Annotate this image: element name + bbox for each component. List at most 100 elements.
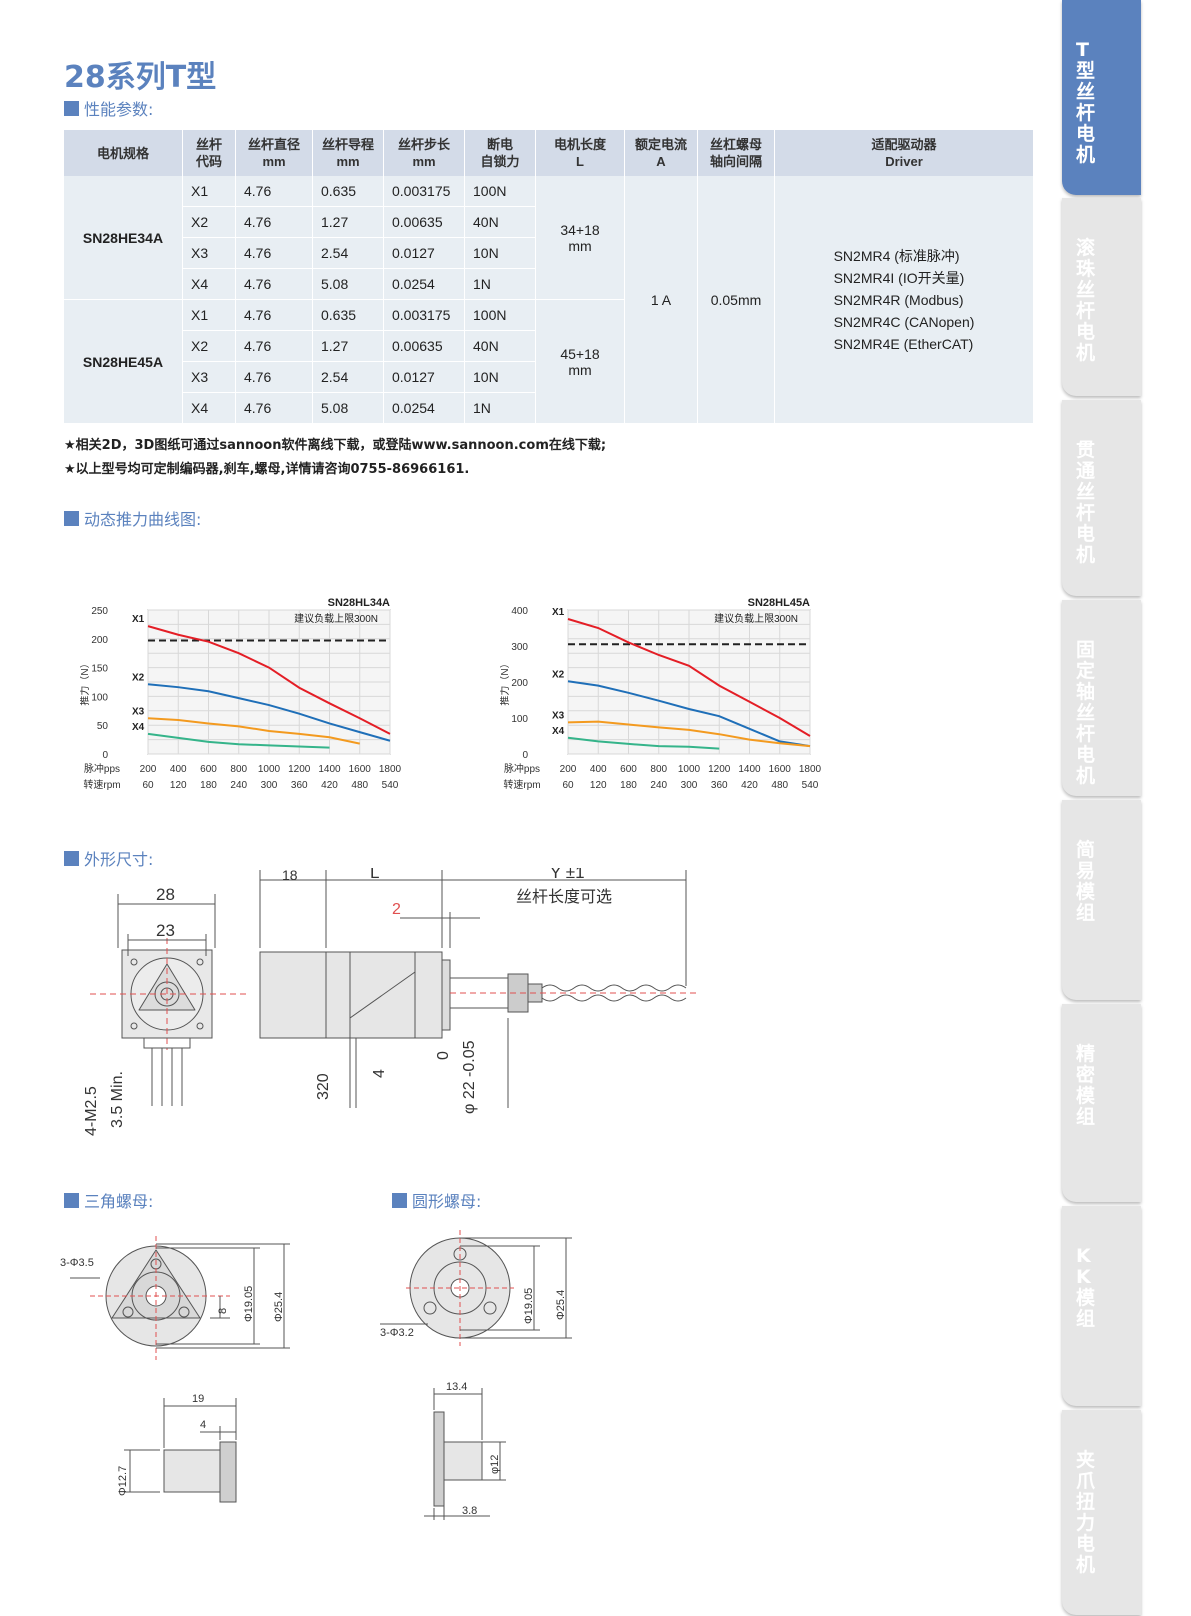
driver-item: SN2MR4R (Modbus) bbox=[833, 291, 964, 308]
sidebar-tab-1[interactable]: T型丝杆电机 bbox=[1062, 0, 1141, 195]
series-line-x4 bbox=[567, 736, 720, 750]
gap-cell: 0.05mm bbox=[697, 176, 775, 424]
sidebar-tab-5[interactable]: 简易模组 bbox=[1062, 800, 1141, 1000]
table-cell: 0.0127 bbox=[383, 361, 465, 393]
series-line-x3 bbox=[147, 717, 360, 745]
table-cell: 4.76 bbox=[235, 361, 313, 393]
y-tick-label: 100 bbox=[91, 692, 108, 703]
sidebar-tab-6[interactable]: 精密模组 bbox=[1062, 1004, 1141, 1202]
series-line-x2 bbox=[567, 680, 811, 748]
series-line-x2 bbox=[147, 683, 391, 742]
sidebar-tab-8[interactable]: 夹爪扭力电机 bbox=[1062, 1410, 1141, 1615]
spec-table: 电机规格 丝杆 代码 丝杆直径 mm 丝杆导程 mm 丝杆步长 mm 断电 自锁… bbox=[64, 130, 1034, 424]
series-line-x1 bbox=[567, 618, 811, 737]
sidebar-tab-2[interactable]: 滚珠丝杆电机 bbox=[1062, 198, 1141, 396]
y-axis-label: 推力（N） bbox=[80, 658, 91, 705]
section-marker bbox=[64, 850, 79, 866]
table-row: X4 4.76 5.08 0.0254 1N bbox=[64, 268, 1034, 300]
x-row-label-rpm: 转速rpm bbox=[83, 778, 120, 791]
table-row: SN28HE34A X1 4.76 0.635 0.003175 100N 34… bbox=[64, 176, 1034, 424]
dim-Y-label: Y ±1 bbox=[550, 868, 585, 882]
sidebar-tab-7[interactable]: KK模组 bbox=[1062, 1206, 1141, 1406]
section-tri-nut: 三角螺母: bbox=[64, 1188, 153, 1212]
x-tick-pps: 800 bbox=[230, 764, 247, 775]
y-tick-label: 50 bbox=[97, 721, 109, 732]
table-cell: X4 bbox=[182, 268, 236, 300]
x-tick-pps: 1800 bbox=[379, 764, 402, 775]
sidebar-tab-label: 简易模组 bbox=[1076, 839, 1096, 924]
table-cell: 4.76 bbox=[235, 268, 313, 300]
table-cell: X4 bbox=[182, 392, 236, 424]
section-performance: 性能参数: bbox=[64, 96, 153, 120]
x-tick-rpm: 540 bbox=[382, 780, 399, 791]
x-tick-rpm: 360 bbox=[711, 780, 728, 791]
header-diameter: 丝杆直径 mm bbox=[235, 130, 313, 176]
table-cell: 100N bbox=[464, 299, 536, 331]
x-tick-rpm: 300 bbox=[681, 780, 698, 791]
driver-item: SN2MR4I (IO开关量) bbox=[833, 269, 965, 286]
table-cell: 0.003175 bbox=[383, 299, 465, 331]
triangle-nut-front bbox=[70, 1236, 290, 1360]
rnd-134-label: 13.4 bbox=[446, 1381, 467, 1393]
x-tick-pps: 1000 bbox=[678, 764, 701, 775]
x-tick-rpm: 60 bbox=[142, 780, 154, 791]
dim-320-label: 320 bbox=[315, 1073, 332, 1100]
driver-item: SN2MR4 (标准脉冲) bbox=[833, 247, 960, 264]
section-curves-label: 动态推力曲线图: bbox=[84, 510, 202, 529]
y-tick-label: 150 bbox=[91, 664, 108, 675]
series-label: X2 bbox=[552, 669, 565, 680]
table-cell: 0.635 bbox=[312, 176, 384, 207]
header-gap: 丝杠螺母 轴向间隔 bbox=[697, 130, 775, 176]
table-cell: 0.0127 bbox=[383, 237, 465, 269]
table-header-row: 电机规格 丝杆 代码 丝杆直径 mm 丝杆导程 mm 丝杆步长 mm 断电 自锁… bbox=[64, 130, 1034, 176]
x-tick-rpm: 240 bbox=[650, 780, 667, 791]
table-cell: 5.08 bbox=[312, 392, 384, 424]
x-tick-pps: 200 bbox=[140, 764, 157, 775]
x-tick-pps: 1200 bbox=[288, 764, 311, 775]
table-row: X2 4.76 1.27 0.00635 40N bbox=[64, 330, 1034, 362]
table-cell: X1 bbox=[182, 176, 236, 207]
table-cell: 0.003175 bbox=[383, 176, 465, 207]
header-length: 电机长度 L bbox=[535, 130, 625, 176]
round-nut-drawing: Φ19.05 Φ25.4 3-Φ3.2 13.4 φ12 3.8 bbox=[380, 1230, 572, 1520]
dim-18-label: 18 bbox=[282, 868, 298, 883]
rnd-phi254-label: Φ25.4 bbox=[555, 1290, 567, 1320]
motor-front-view bbox=[90, 894, 250, 1106]
thrust-chart-34a: 0 50 100 150 200 250 SN28HL34A 建议负载上限300N 推力（N） X… bbox=[80, 598, 402, 791]
dim-phi22-label: φ 22 -0.05 bbox=[461, 1040, 478, 1114]
header-lead: 丝杆导程 mm bbox=[312, 130, 384, 176]
table-cell: 1.27 bbox=[312, 206, 384, 238]
round-nut-front bbox=[380, 1230, 572, 1346]
table-cell: 0.00635 bbox=[383, 206, 465, 238]
screw-length-label: 丝杆长度可选 bbox=[516, 888, 612, 906]
table-cell: X2 bbox=[182, 330, 236, 362]
x-row-label-rpm: 转速rpm bbox=[503, 778, 540, 791]
sidebar-tab-4[interactable]: 固定轴丝杆电机 bbox=[1062, 600, 1141, 796]
table-cell: 40N bbox=[464, 330, 536, 362]
tri-8-label: 8 bbox=[217, 1308, 229, 1314]
y-tick-label: 250 bbox=[91, 606, 108, 617]
y-tick-label: 100 bbox=[511, 714, 528, 725]
table-row: X3 4.76 2.54 0.0127 10N bbox=[64, 237, 1034, 269]
section-round-nut: 圆形螺母: bbox=[392, 1188, 481, 1212]
x-tick-pps: 1400 bbox=[738, 764, 761, 775]
x-tick-pps: 400 bbox=[590, 764, 607, 775]
round-nut-side bbox=[424, 1388, 506, 1520]
section-marker bbox=[392, 1192, 407, 1208]
tri-4-label: 4 bbox=[200, 1419, 206, 1431]
x-tick-rpm: 120 bbox=[170, 780, 187, 791]
tri-holes-label: 3-Φ3.5 bbox=[60, 1257, 94, 1269]
header-code: 丝杆 代码 bbox=[182, 130, 236, 176]
page-title: 28系列T型 bbox=[64, 60, 217, 95]
thrust-chart-45a: 0 100 200 300 400 SN28HL45A 建议负载上限300N 推力（N） X1 X… bbox=[500, 598, 822, 791]
section-round-nut-label: 圆形螺母: bbox=[412, 1192, 482, 1211]
x-tick-pps: 1000 bbox=[258, 764, 281, 775]
table-row: X4 4.76 5.08 0.0254 1N bbox=[64, 392, 1034, 424]
model-cell: SN28HE34A bbox=[64, 176, 183, 300]
dim-0-label: 0 bbox=[435, 1051, 452, 1060]
sidebar-tab-3[interactable]: 贯通丝杆电机 bbox=[1062, 400, 1141, 596]
x-tick-rpm: 420 bbox=[741, 780, 758, 791]
tri-phi1905-label: Φ19.05 bbox=[243, 1286, 255, 1322]
m25-label: 4-M2.5 bbox=[83, 1086, 100, 1136]
table-cell: 1.27 bbox=[312, 330, 384, 362]
